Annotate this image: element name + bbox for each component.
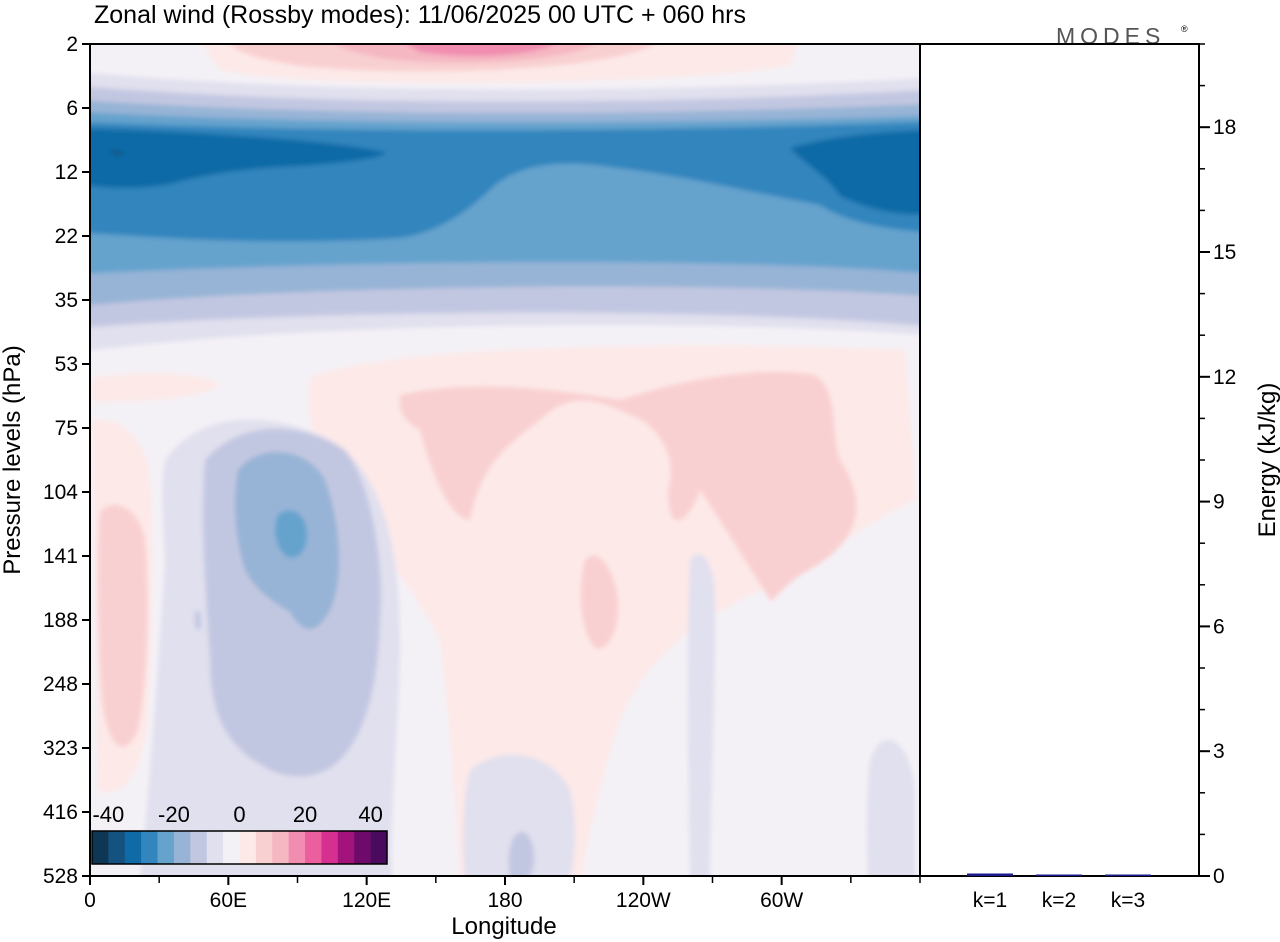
bar-panel-frame [919,43,1200,877]
colorbar-cell [92,831,109,864]
colorbar-cell [370,831,388,864]
y-tick-label: 248 [43,673,78,696]
pressure-axis: 2 6 12 22 35 53 75 104 141 188 248 323 416 528 [43,33,90,888]
colorbar-cell [223,831,240,864]
y-tick-label: 528 [43,865,78,888]
y-tick-label: 188 [43,609,78,632]
colorbar-cell [239,831,257,864]
colorbar-cell [354,831,371,864]
colorbar: -40 -20 0 20 40 [91,802,388,865]
modes-logo: MODES [1056,23,1165,49]
colorbar-cell [321,831,339,864]
energy-bar [1036,874,1082,876]
colorbar-frame [91,830,388,865]
energy-axis: 0 3 6 9 12 15 18 [1199,43,1236,888]
colorbar-tick-label: -20 [158,802,190,827]
wavenumber-axis: k=1 k=2 k=3 [973,889,1145,912]
colorbar-cell [288,831,306,864]
y-tick-label: 141 [43,545,78,568]
x-tick-label: 120W [616,889,671,912]
colorbar-cell [305,831,322,864]
colorbar-cell [157,831,175,864]
energy-tick-label: 6 [1213,615,1225,638]
colorbar-cell [141,831,158,864]
colorbar-tick-label: 20 [293,802,317,827]
x-tick-label: 60E [210,889,247,912]
energy-tick-label: 12 [1213,366,1236,389]
wavenumber-label: k=2 [1042,889,1076,912]
colorbar-cell [108,831,126,864]
colorbar-cell [337,831,355,864]
y-tick-label: 2 [66,33,78,56]
colorbar-cells [91,830,388,865]
energy-bars [967,873,1151,876]
colorbar-cell [206,831,224,864]
x-tick-label: 60W [760,889,803,912]
energy-tick-label: 0 [1213,865,1225,888]
energy-bar [1105,874,1151,876]
energy-tick-label: 15 [1213,241,1236,264]
y-tick-label: 75 [55,417,78,440]
y-tick-label: 104 [43,481,78,504]
y-tick-label: 22 [55,225,78,248]
colorbar-ticks: -40 -20 0 20 40 [92,802,382,827]
colorbar-cell [190,831,208,864]
colorbar-tick-label: 40 [358,802,382,827]
x-tick-label: 180 [487,889,522,912]
y-tick-label: 416 [43,801,78,824]
y-tick-label: 53 [55,353,78,376]
x-tick-label: 0 [84,889,96,912]
y-tick-label: 35 [55,289,78,312]
wavenumber-label: k=3 [1111,889,1145,912]
energy-tick-label: 9 [1213,491,1225,514]
colorbar-tick-label: -40 [92,802,124,827]
y-tick-label: 12 [55,161,78,184]
x-tick-label: 120E [342,889,391,912]
colorbar-cell [272,831,289,864]
zonal-wind-heatmap [90,44,920,876]
colorbar-cell [124,831,142,864]
wavenumber-label: k=1 [973,889,1007,912]
energy-bar [967,873,1013,876]
modes-logo-mark: ® [1181,24,1188,34]
chart-title: Zonal wind (Rossby modes): 11/06/2025 00… [94,1,746,29]
energy-axis-label: Energy (kJ/kg) [1254,383,1280,538]
longitude-axis: 0 60E 120E 180 120W 60W [84,876,921,912]
energy-bar-panel [919,43,1200,877]
energy-tick-label: 18 [1213,116,1236,139]
colorbar-tick-label: 0 [233,802,245,827]
colorbar-cell [173,831,191,864]
energy-tick-label: 3 [1213,740,1225,763]
y-tick-label: 6 [66,97,78,120]
y-tick-label: 323 [43,737,78,760]
y-axis-label: Pressure levels (hPa) [0,345,26,574]
x-axis-label: Longitude [451,913,556,940]
colorbar-cell [255,831,273,864]
